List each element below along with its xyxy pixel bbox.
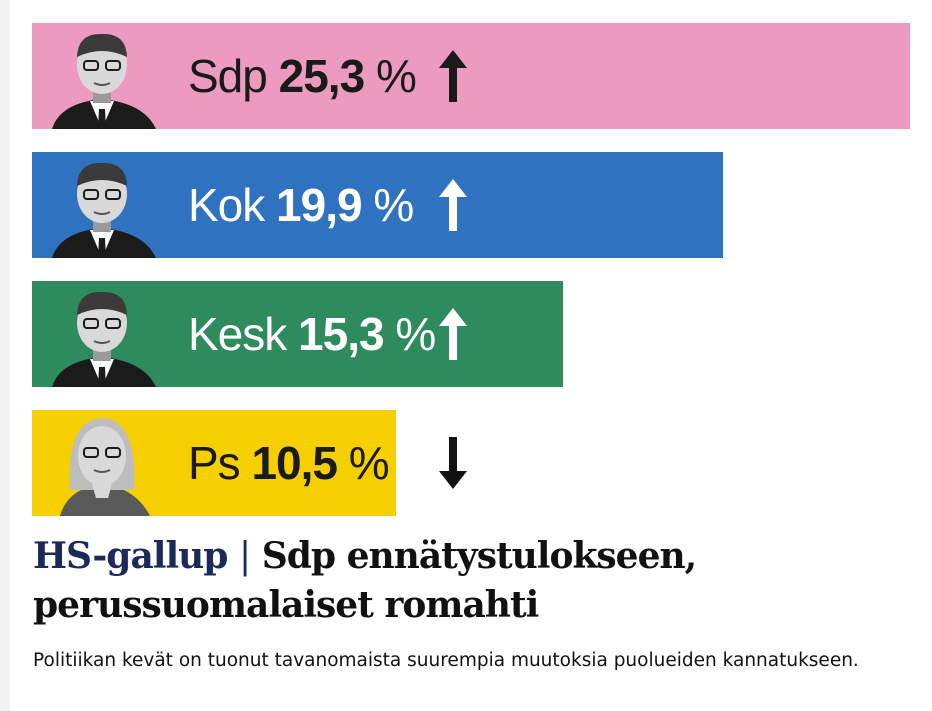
arrow-up-icon: [439, 179, 467, 231]
arrow-up-icon: [439, 50, 467, 102]
party-value: 15,3: [298, 308, 384, 360]
bar-group-kesk: Kesk 15,3 %: [32, 281, 563, 387]
bar-kok: [32, 152, 723, 258]
bar-label-kok: Kok 19,9 %: [188, 179, 413, 231]
woman-portrait-icon: [60, 418, 150, 516]
party-value: 25,3: [279, 50, 365, 102]
party-value: 10,5: [251, 437, 337, 489]
bar-group-sdp: Sdp 25,3 %: [32, 23, 910, 129]
percent-sign: %: [364, 50, 416, 102]
headline-kicker: HS-gallup: [33, 535, 228, 577]
headline-title: Sdp ennätystulokseen, perussuomalaiset r…: [33, 535, 697, 626]
article-headline[interactable]: HS-gallup | Sdp ennätystulokseen, peruss…: [33, 532, 913, 629]
man-portrait-icon: [52, 33, 156, 129]
arrow-down-icon: [439, 437, 467, 489]
bar-group-kok: Kok 19,9 %: [32, 152, 723, 258]
party-name: Ps: [188, 437, 251, 489]
percent-sign: %: [384, 308, 436, 360]
percent-sign: %: [362, 179, 414, 231]
party-support-bar-chart: Sdp 25,3 %Kok 19,9 %Kesk 15,3 %Ps 10,5 %: [32, 23, 910, 516]
party-value: 19,9: [276, 179, 362, 231]
bar-label-ps: Ps 10,5 %: [188, 437, 389, 489]
bar-label-sdp: Sdp 25,3 %: [188, 50, 416, 102]
arrow-up-icon: [439, 308, 467, 360]
percent-sign: %: [337, 437, 389, 489]
party-name: Kok: [188, 179, 276, 231]
party-name: Kesk: [188, 308, 298, 360]
left-edge-rule: [0, 0, 10, 711]
article-lead: Politiikan kevät on tuonut tavanomaista …: [33, 650, 859, 671]
bar-group-ps: Ps 10,5 %: [32, 410, 467, 516]
man-portrait-icon: [52, 162, 156, 258]
headline-separator: |: [239, 536, 251, 577]
bar-label-kesk: Kesk 15,3 %: [188, 308, 435, 360]
bar-sdp: [32, 23, 910, 129]
party-name: Sdp: [188, 50, 279, 102]
man-portrait-icon: [52, 291, 156, 387]
